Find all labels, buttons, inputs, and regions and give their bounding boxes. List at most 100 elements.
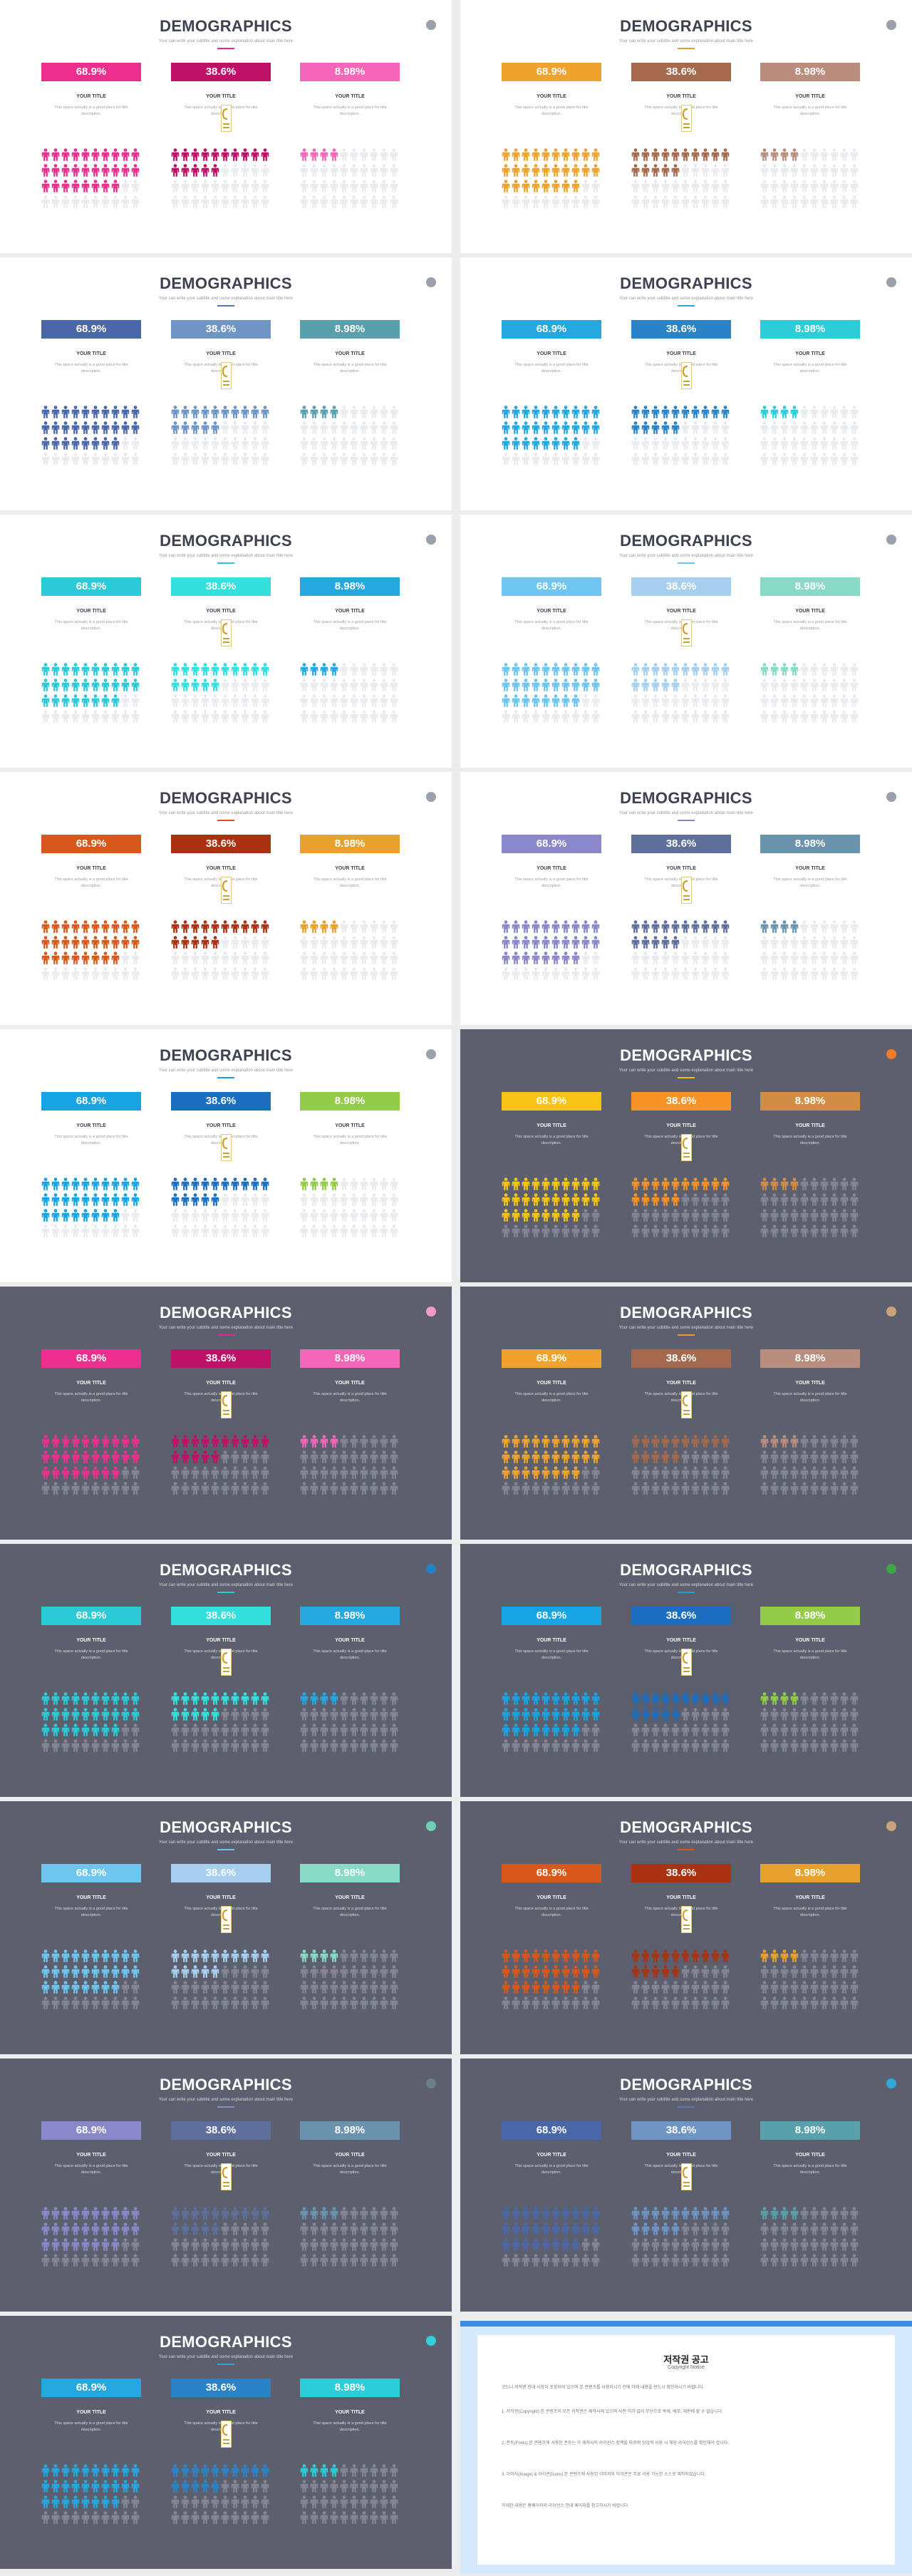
- person-icon: [41, 1692, 50, 1705]
- person-icon: [241, 195, 249, 208]
- person-icon: [561, 148, 570, 161]
- slide: DEMOGRAPHICS Your can write your subtitle…: [0, 2316, 452, 2569]
- person-icon: [631, 421, 640, 434]
- person-icon: [780, 694, 789, 707]
- person-row: [631, 1466, 731, 1479]
- person-icon: [711, 1178, 720, 1190]
- person-icon: [201, 2480, 209, 2493]
- person-icon: [211, 1435, 219, 1448]
- person-icon: [171, 1708, 180, 1721]
- person-icon: [512, 195, 520, 208]
- person-icon: [591, 2254, 600, 2267]
- person-icon: [91, 1692, 100, 1705]
- stat-column: 68.9% YOUR TITLE This space actually is a …: [502, 835, 601, 890]
- person-icon: [171, 1724, 180, 1736]
- person-icon: [121, 164, 130, 177]
- person-icon: [71, 710, 80, 723]
- person-icon: [701, 663, 710, 676]
- person-icon: [641, 1724, 650, 1736]
- person-icon: [571, 180, 580, 192]
- person-icon: [820, 1466, 829, 1479]
- person-icon: [61, 1997, 70, 2009]
- person-icon: [231, 2207, 239, 2220]
- person-icon: [370, 1692, 378, 1705]
- person-icon: [721, 195, 730, 208]
- person-icon: [800, 148, 809, 161]
- person-icon: [101, 679, 110, 691]
- person-icon: [502, 1225, 510, 1237]
- column-title: YOUR TITLE: [335, 2153, 365, 2158]
- person-grid: [171, 2464, 271, 2527]
- person-icon: [820, 679, 829, 691]
- person-icon: [61, 920, 70, 933]
- person-grid: [502, 1435, 601, 1498]
- person-icon: [171, 1997, 180, 2009]
- person-icon: [221, 1451, 229, 1463]
- person-icon: [721, 679, 730, 691]
- slide-number-dot: [886, 535, 896, 545]
- person-icon: [542, 952, 550, 964]
- person-icon: [581, 1739, 590, 1752]
- stat-bar: 38.6%: [171, 1092, 271, 1111]
- person-icon: [542, 1209, 550, 1222]
- person-row: [631, 1451, 731, 1463]
- person-icon: [542, 936, 550, 949]
- column-title: YOUR TITLE: [76, 2153, 106, 2158]
- person-row: [502, 421, 601, 434]
- person-icon: [61, 1435, 70, 1448]
- person-icon: [522, 2207, 530, 2220]
- person-icon: [561, 2254, 570, 2267]
- person-icon: [241, 1724, 249, 1736]
- person-icon: [221, 1724, 229, 1736]
- person-row: [502, 1708, 601, 1721]
- person-icon: [201, 1949, 209, 1962]
- person-icon: [770, 1193, 779, 1206]
- person-icon: [261, 663, 269, 676]
- person-icon: [721, 1692, 730, 1705]
- person-icon: [502, 1178, 510, 1190]
- stat-column: 68.9% YOUR TITLE This space actually is a …: [502, 1092, 601, 1147]
- person-icon: [370, 2238, 378, 2251]
- person-icon: [661, 1949, 670, 1962]
- person-icon: [671, 437, 680, 450]
- person-icon: [251, 195, 259, 208]
- person-icon: [512, 1949, 520, 1962]
- person-icon: [512, 1724, 520, 1736]
- person-icon: [810, 1225, 819, 1237]
- stat-bar: 38.6%: [631, 2121, 731, 2140]
- person-icon: [502, 1209, 510, 1222]
- person-row: [171, 406, 271, 418]
- person-icon: [121, 2511, 130, 2524]
- person-icon: [681, 195, 690, 208]
- person-icon: [81, 2480, 90, 2493]
- person-icon: [661, 1435, 670, 1448]
- person-icon: [241, 2464, 249, 2477]
- person-icon: [631, 1708, 640, 1721]
- person-icon: [581, 1965, 590, 1978]
- person-icon: [780, 1997, 789, 2009]
- person-icon: [300, 437, 309, 450]
- person-icon: [310, 1225, 318, 1237]
- person-icon: [191, 1225, 200, 1237]
- person-row: [300, 180, 400, 192]
- person-icon: [581, 920, 590, 933]
- person-icon: [681, 2254, 690, 2267]
- person-icon: [701, 679, 710, 691]
- person-icon: [711, 967, 720, 980]
- person-icon: [522, 694, 530, 707]
- person-icon: [360, 1209, 368, 1222]
- person-icon: [790, 453, 799, 465]
- person-icon: [241, 2238, 249, 2251]
- person-icon: [671, 1225, 680, 1237]
- column-title: YOUR TITLE: [537, 1638, 566, 1643]
- column-title: YOUR TITLE: [76, 351, 106, 356]
- person-row: [300, 1435, 400, 1448]
- person-icon: [171, 663, 180, 676]
- person-icon: [300, 952, 309, 964]
- person-icon: [211, 2480, 219, 2493]
- person-icon: [51, 1209, 60, 1222]
- person-icon: [551, 1193, 560, 1206]
- person-icon: [810, 679, 819, 691]
- person-icon: [231, 936, 239, 949]
- person-icon: [51, 2254, 60, 2267]
